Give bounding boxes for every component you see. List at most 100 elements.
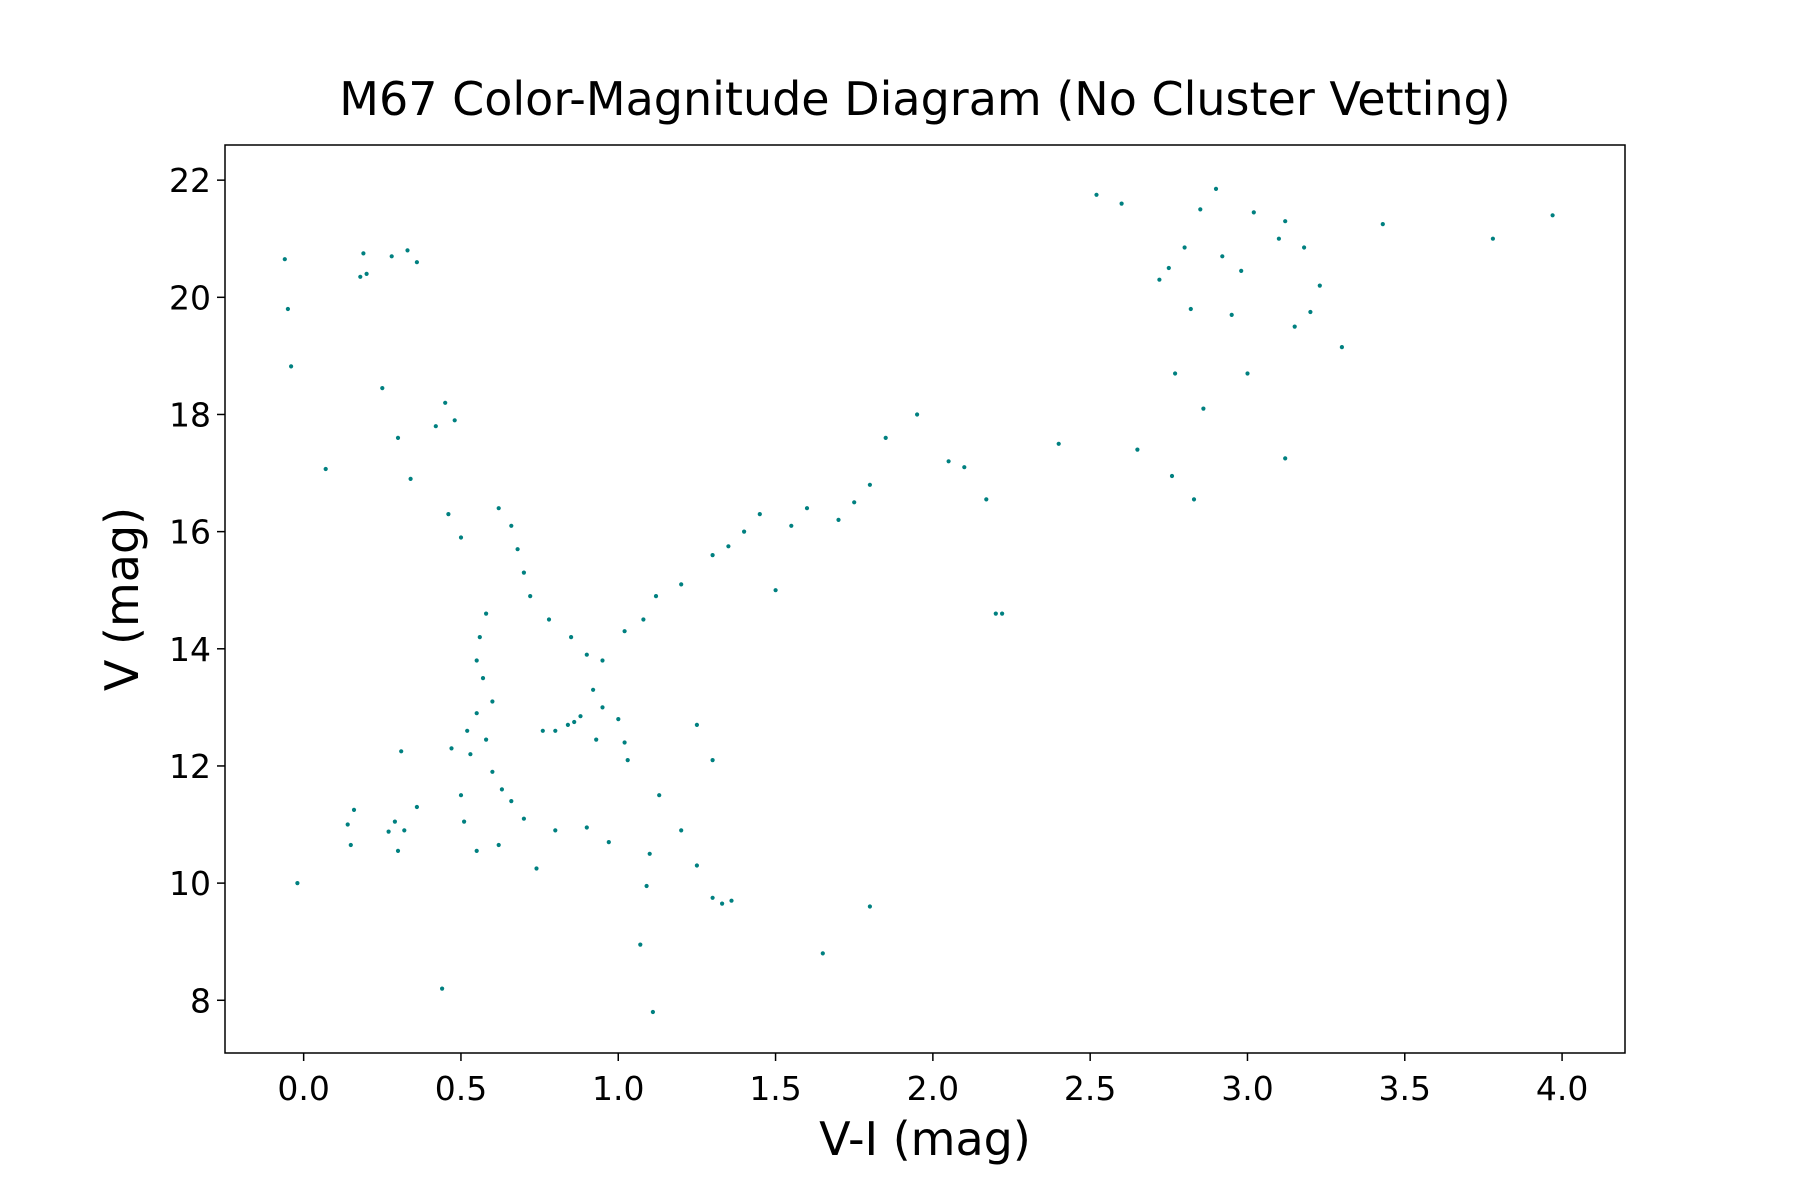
scatter-point [389,254,394,259]
scatter-point [946,459,951,464]
scatter-point [496,842,501,848]
scatter-point [521,570,527,575]
scatter-point [1198,207,1203,212]
scatter-point [1135,447,1140,452]
scatter-point [616,717,621,722]
y-tick-label: 20 [169,278,211,317]
scatter-point [1094,192,1099,197]
scatter-point [565,722,571,728]
scatter-point [1251,210,1256,215]
scatter-point [540,728,545,733]
y-tick-label: 16 [169,513,211,552]
scatter-point [710,758,715,763]
scatter-point [606,840,611,845]
scatter-point [1292,324,1297,329]
scatter-point [528,594,533,599]
scatter-point [289,364,294,369]
scatter-point [984,497,989,502]
scatter-point [499,787,504,792]
scatter-point [474,848,479,854]
scatter-point [742,529,747,534]
scatter-point [572,719,577,725]
scatter-point [443,400,448,405]
chart-title: M67 Color-Magnitude Diagram (No Cluster … [339,72,1510,126]
scatter-point [1276,236,1281,241]
y-tick-label: 14 [169,630,211,669]
scatter-point [867,904,873,909]
scatter-point [867,482,873,487]
scatter-point [408,476,413,481]
scatter-point [358,274,363,279]
scatter-point [1169,473,1175,479]
scatter-point [1490,236,1495,241]
scatter-point [1339,345,1344,350]
scatter-point [1308,309,1313,315]
scatter-point [490,769,495,774]
scatter-point [392,819,397,824]
scatter-point [650,1009,656,1015]
scatter-point [1182,245,1187,250]
x-tick-label: 0.5 [435,1069,487,1108]
scatter-point [644,883,649,889]
scatter-point [1245,371,1250,376]
scatter-point [1166,265,1171,271]
scatter-point [720,901,725,906]
scatter-point [1302,245,1307,250]
scatter-point [591,687,596,692]
scatter-point [440,986,445,991]
scatter-point [679,828,684,833]
scatter-point [474,658,479,663]
scatter-point [345,822,350,827]
scatter-point [1380,222,1385,227]
scatter-point [395,435,401,440]
scatter-point [521,816,527,821]
scatter-point [553,728,558,733]
scatter-point [468,752,473,757]
scatter-point [351,807,357,813]
scatter-point [622,740,627,745]
scatter-point [1157,277,1162,282]
x-tick-label: 4.0 [1536,1069,1588,1108]
scatter-point [458,535,464,540]
scatter-point [584,825,589,830]
x-tick-label: 1.0 [592,1069,644,1108]
x-axis: 0.0 0.5 1.0 1.5 2.0 2.5 3.0 3.5 4.0 [277,1053,1588,1108]
scatter-point [1283,456,1288,461]
x-tick-label: 0.0 [277,1069,329,1108]
scatter-point [458,793,464,798]
scatter-point [480,676,486,681]
scatter-point [1173,371,1178,376]
scatter-point [710,895,715,900]
y-tick-label: 8 [190,981,211,1020]
scatter-point [1201,406,1206,411]
scatter-point [484,737,489,742]
scatter-point [474,711,479,716]
x-tick-label: 3.5 [1379,1069,1431,1108]
scatter-point [386,829,391,834]
scatter-point [883,435,888,440]
scatter-point [1119,201,1124,206]
scatter-point [405,248,410,253]
scatter-point [465,728,470,733]
x-tick-label: 2.0 [907,1069,959,1108]
scatter-point [364,271,369,276]
scatter-point [1239,268,1244,273]
scatter-point [1000,611,1005,616]
x-tick-label: 3.0 [1221,1069,1273,1108]
scatter-point [446,511,451,517]
scatter-point [726,544,731,549]
y-tick-label: 10 [169,864,211,903]
plot-area-frame [224,144,1626,1054]
scatter-point [569,635,574,640]
scatter-point [399,749,404,754]
scatter-point [295,881,300,886]
scatter-point [657,793,662,798]
scatter-point [622,629,627,634]
scatter-point [490,699,495,704]
scatter-point [380,386,385,391]
scatter-point [578,714,583,719]
scatter-point [282,257,287,262]
scatter-point [1056,441,1061,446]
